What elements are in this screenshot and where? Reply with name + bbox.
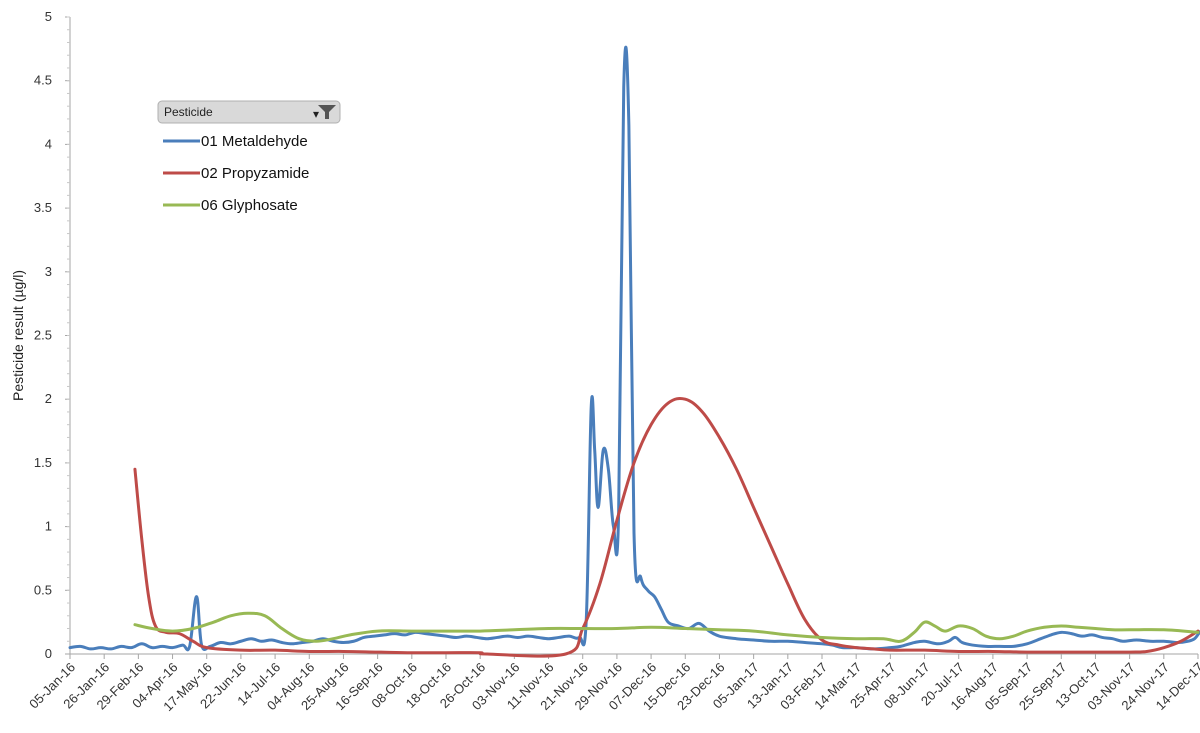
y-tick-label: 3.5 xyxy=(34,200,52,215)
series-line-06-glyphosate xyxy=(133,611,1200,643)
y-tick-label: 5 xyxy=(45,9,52,24)
series-line-01-metaldehyde xyxy=(68,45,1200,652)
axes xyxy=(65,16,1199,659)
y-tick-label: 2.5 xyxy=(34,328,52,343)
legend-title: Pesticide xyxy=(164,105,213,119)
y-axis-title: Pesticide result (µg/l) xyxy=(10,270,26,401)
y-tick-labels: 0 0.5 1 1.5 2 2.5 3 3.5 4 4.5 5 xyxy=(34,9,52,661)
y-tick-label: 4 xyxy=(45,136,52,151)
y-axis-label: Pesticide result (µg/l) xyxy=(10,270,26,401)
filter-funnel-icon xyxy=(318,105,336,119)
legend-item[interactable]: 06 Glyphosate xyxy=(163,197,298,214)
legend-filter-box xyxy=(157,100,341,124)
y-tick-label: 2 xyxy=(45,391,52,406)
y-tick-label: 1.5 xyxy=(34,455,52,470)
y-tick-label: 4.5 xyxy=(34,73,52,88)
legend-label: 06 Glyphosate xyxy=(201,197,298,214)
x-tick-labels: 05-Jan-1626-Jan-1629-Feb-1604-Apr-1617-M… xyxy=(26,660,1200,715)
legend-filter-button[interactable]: Pesticide ▾ xyxy=(157,100,341,124)
dropdown-arrow-icon: ▾ xyxy=(313,107,319,121)
legend: Pesticide ▾ 01 Metaldehyde 02 Propyzamide 06… xyxy=(157,100,341,214)
y-tick-label: 3 xyxy=(45,264,52,279)
series-line-02-propyzamide xyxy=(133,396,1200,658)
legend-label: 02 Propyzamide xyxy=(201,165,309,182)
y-tick-label: 0 xyxy=(45,646,52,661)
legend-label: 01 Metaldehyde xyxy=(201,133,308,150)
legend-item[interactable]: 01 Metaldehyde xyxy=(163,133,308,150)
legend-item[interactable]: 02 Propyzamide xyxy=(163,165,309,182)
series-lines xyxy=(68,45,1200,658)
y-tick-label: 1 xyxy=(45,519,52,534)
y-tick-label: 0.5 xyxy=(34,582,52,597)
